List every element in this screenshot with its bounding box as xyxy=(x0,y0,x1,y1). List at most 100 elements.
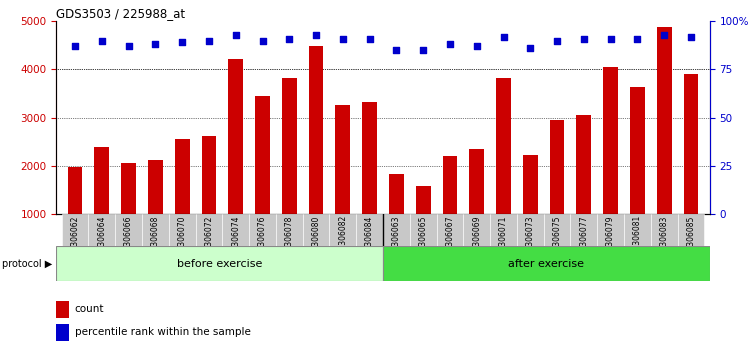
Text: GSM306083: GSM306083 xyxy=(659,215,668,262)
Bar xyxy=(276,214,303,246)
Bar xyxy=(175,139,189,262)
Bar xyxy=(416,186,430,262)
Text: GSM306072: GSM306072 xyxy=(204,215,213,262)
Text: before exercise: before exercise xyxy=(177,259,262,269)
Bar xyxy=(56,301,69,318)
Text: GSM306079: GSM306079 xyxy=(606,215,615,262)
Bar xyxy=(56,246,383,281)
Point xyxy=(497,34,509,40)
Text: GSM306068: GSM306068 xyxy=(151,215,160,262)
Point xyxy=(149,41,161,47)
Bar xyxy=(603,67,618,262)
Bar xyxy=(249,214,276,246)
Bar xyxy=(95,147,109,262)
Text: GSM306064: GSM306064 xyxy=(98,215,107,262)
Bar xyxy=(550,120,565,262)
Text: GSM306080: GSM306080 xyxy=(312,215,321,262)
Bar xyxy=(195,214,222,246)
Point xyxy=(578,36,590,41)
Bar xyxy=(410,214,436,246)
Bar xyxy=(651,214,677,246)
Bar xyxy=(282,78,297,262)
Text: GDS3503 / 225988_at: GDS3503 / 225988_at xyxy=(56,7,185,20)
Bar xyxy=(677,214,704,246)
Bar xyxy=(115,214,142,246)
Text: GSM306078: GSM306078 xyxy=(285,215,294,262)
Bar xyxy=(571,214,597,246)
Text: GSM306085: GSM306085 xyxy=(686,215,695,262)
Point xyxy=(203,38,215,44)
Text: GSM306062: GSM306062 xyxy=(71,215,80,262)
Bar xyxy=(62,214,89,246)
Point xyxy=(257,38,269,44)
Bar xyxy=(657,27,671,262)
Bar xyxy=(362,102,377,262)
Bar xyxy=(597,214,624,246)
Point xyxy=(471,44,483,49)
Text: GSM306075: GSM306075 xyxy=(553,215,562,262)
Bar xyxy=(228,59,243,262)
Text: GSM306069: GSM306069 xyxy=(472,215,481,262)
Point xyxy=(69,44,81,49)
Point xyxy=(391,47,403,53)
Text: GSM306065: GSM306065 xyxy=(418,215,427,262)
Point xyxy=(176,40,189,45)
Point xyxy=(363,36,376,41)
Bar xyxy=(255,96,270,262)
Bar xyxy=(89,214,115,246)
Text: GSM306063: GSM306063 xyxy=(392,215,401,262)
Point xyxy=(283,36,295,41)
Bar xyxy=(389,174,404,262)
Bar xyxy=(68,167,83,262)
Point xyxy=(524,45,536,51)
Bar xyxy=(496,78,511,262)
Bar xyxy=(148,160,163,262)
Text: count: count xyxy=(74,304,104,314)
Bar xyxy=(463,214,490,246)
Bar xyxy=(517,214,544,246)
Bar xyxy=(442,156,457,262)
Bar xyxy=(383,214,410,246)
Point xyxy=(96,38,108,44)
Point xyxy=(658,32,670,38)
Bar xyxy=(356,214,383,246)
Bar xyxy=(336,105,350,262)
Text: GSM306071: GSM306071 xyxy=(499,215,508,262)
Text: GSM306070: GSM306070 xyxy=(178,215,187,262)
Text: GSM306082: GSM306082 xyxy=(339,215,348,261)
Text: protocol ▶: protocol ▶ xyxy=(2,259,53,269)
Point xyxy=(444,41,456,47)
Bar xyxy=(383,246,710,281)
Bar xyxy=(523,155,538,262)
Bar xyxy=(630,87,645,262)
Bar xyxy=(330,214,356,246)
Bar xyxy=(222,214,249,246)
Bar xyxy=(544,214,571,246)
Point xyxy=(605,36,617,41)
Text: after exercise: after exercise xyxy=(508,259,584,269)
Text: GSM306073: GSM306073 xyxy=(526,215,535,262)
Text: percentile rank within the sample: percentile rank within the sample xyxy=(74,327,251,337)
Bar xyxy=(436,214,463,246)
Text: GSM306077: GSM306077 xyxy=(579,215,588,262)
Bar xyxy=(201,136,216,262)
Point xyxy=(122,44,134,49)
Text: GSM306067: GSM306067 xyxy=(445,215,454,262)
Bar xyxy=(303,214,330,246)
Bar xyxy=(624,214,651,246)
Bar xyxy=(490,214,517,246)
Text: GSM306084: GSM306084 xyxy=(365,215,374,262)
Bar xyxy=(683,74,698,262)
Point xyxy=(337,36,349,41)
Bar xyxy=(56,324,69,341)
Text: GSM306081: GSM306081 xyxy=(633,215,642,261)
Point xyxy=(310,32,322,38)
Bar xyxy=(142,214,169,246)
Point xyxy=(632,36,644,41)
Point xyxy=(685,34,697,40)
Point xyxy=(230,32,242,38)
Point xyxy=(551,38,563,44)
Point xyxy=(417,47,429,53)
Text: GSM306066: GSM306066 xyxy=(124,215,133,262)
Bar xyxy=(309,46,324,262)
